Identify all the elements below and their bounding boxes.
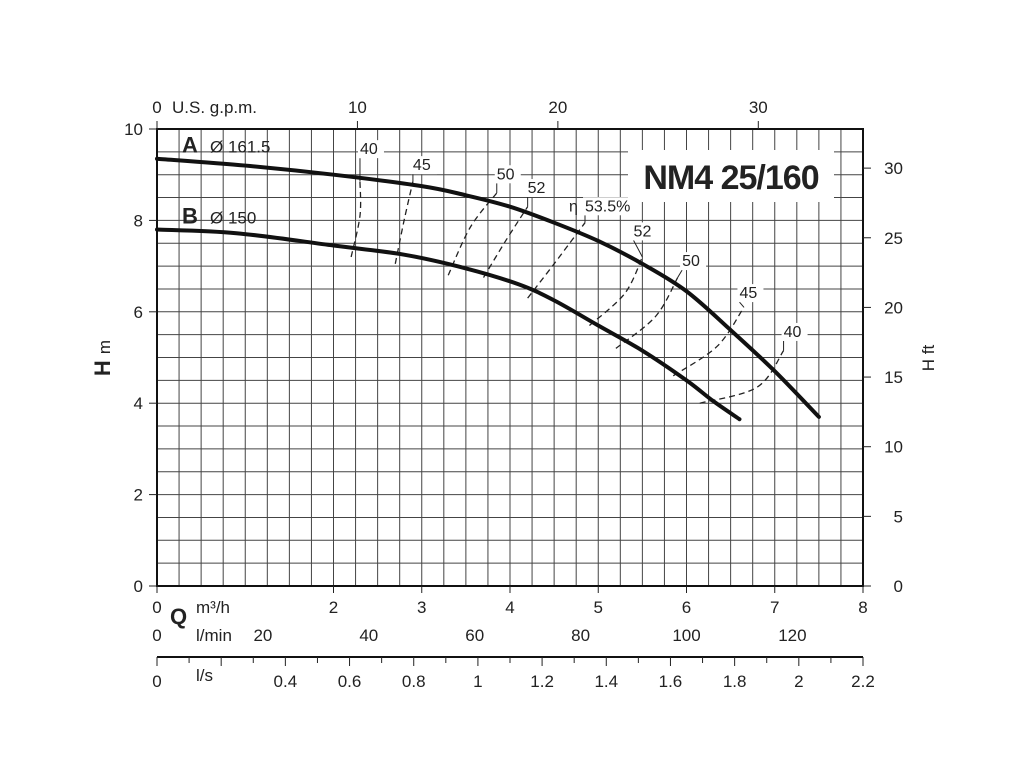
efficiency-curve (482, 206, 529, 278)
efficiency-curve (672, 306, 745, 377)
x-lmin-tick-label: 100 (672, 626, 700, 645)
x-top-tick-label: 20 (548, 98, 567, 117)
curve-letter-b: B (182, 204, 198, 229)
y-tick-label: 2 (134, 486, 143, 505)
y-tick-label: 8 (134, 211, 143, 230)
x-ls-tick-label: 1.6 (659, 672, 683, 691)
efficiency-label: 45 (739, 285, 757, 302)
x-ls-tick-label: 0.4 (274, 672, 298, 691)
curve-diameter-a: Ø 161.5 (210, 138, 271, 157)
head-curve-b (155, 227, 742, 422)
x-ls-tick-label: 1.8 (723, 672, 747, 691)
y-right-tick-label: 5 (894, 507, 903, 526)
grid (157, 129, 863, 586)
efficiency-curve (350, 181, 362, 258)
efficiency-label: 40 (360, 141, 378, 158)
x-ls-tick-label: 2.2 (851, 672, 875, 691)
y-axis-quantity: H (90, 354, 115, 376)
title-bg (628, 150, 834, 202)
efficiency-label-bg (781, 322, 808, 341)
x-tick-label: 7 (770, 598, 779, 617)
x-tick-label: 4 (505, 598, 514, 617)
efficiency-leader (677, 269, 683, 278)
y-right-tick-label: 25 (884, 229, 903, 248)
x-axis-unit: m³/h (196, 598, 230, 617)
x-axis-quantity: Q (170, 604, 187, 629)
y-right-tick-label: 0 (894, 577, 903, 596)
x-tick-label: 5 (594, 598, 603, 617)
efficiency-leader (633, 240, 643, 258)
y-axis-unit: m (95, 340, 114, 354)
y-tick-label: 4 (134, 394, 143, 413)
x-ls-tick-label: 2 (794, 672, 803, 691)
efficiency-label-bg (357, 140, 384, 159)
chart-title: NM4 25/160 (643, 159, 818, 197)
x-top-tick-label: 10 (348, 98, 367, 117)
y-right-tick-label: 30 (884, 159, 903, 178)
efficiency-label-bg (631, 222, 658, 241)
y-tick-label: 10 (124, 120, 143, 139)
efficiency-label: 52 (528, 180, 546, 197)
y-right-tick-label: 20 (884, 298, 903, 317)
x-ls-tick-label: 0.8 (402, 672, 426, 691)
efficiency-label: 52 (634, 223, 652, 240)
efficiency-symbol: η (569, 198, 578, 215)
x-ls-tick-label: 0 (152, 672, 161, 691)
efficiency-label: 50 (497, 166, 515, 183)
efficiency-label-bg (410, 156, 437, 175)
x-tick-label: 3 (417, 598, 426, 617)
x-top-tick-label: 30 (749, 98, 768, 117)
efficiency-label-bg (737, 284, 764, 303)
y-right-tick-label: 10 (884, 438, 903, 457)
x-tick-label: 0 (152, 598, 161, 617)
y-right-tick-label: 15 (884, 368, 903, 387)
efficiency-label-bg (494, 165, 521, 184)
head-curves (155, 156, 821, 422)
efficiency-curve (447, 192, 498, 276)
efficiency-label: 50 (682, 253, 700, 270)
efficiency-label-bg (525, 178, 552, 197)
x-tick-label: 2 (329, 598, 338, 617)
efficiency-label-bg (583, 197, 640, 216)
x-lmin-tick-label: 80 (571, 626, 590, 645)
x-ls-tick-label: 1.2 (530, 672, 554, 691)
x-lmin-tick-label: 20 (253, 626, 272, 645)
efficiency-label: 53.5% (585, 198, 630, 215)
x-lmin-tick-label: 120 (778, 626, 806, 645)
x-lmin-axis-label: l/min (196, 626, 232, 645)
y-tick-label: 0 (134, 577, 143, 596)
efficiency-label-bg (680, 252, 707, 271)
x-top-axis-label: U.S. g.p.m. (172, 98, 257, 117)
efficiency-label: 45 (413, 157, 431, 174)
y-axis-label: H m (90, 340, 115, 376)
x-lmin-tick-label: 40 (359, 626, 378, 645)
x-lmin-tick-label: 60 (465, 626, 484, 645)
efficiency-curve (615, 277, 679, 349)
x-ls-tick-label: 1 (473, 672, 482, 691)
x-ls-tick-label: 0.6 (338, 672, 362, 691)
curve-letter-a: A (182, 133, 198, 158)
x-tick-label: 6 (682, 598, 691, 617)
x-ls-tick-label: 1.4 (594, 672, 618, 691)
efficiency-curve (588, 256, 643, 326)
x-top-tick-label: 0 (152, 98, 161, 117)
efficiency-curve (699, 350, 785, 404)
curve-diameter-b: Ø 150 (210, 209, 256, 228)
x-lmin-tick-label: 0 (152, 626, 161, 645)
y-right-axis-label: H ft (919, 345, 938, 372)
efficiency-leader (739, 301, 745, 308)
head-curve-a (155, 156, 821, 419)
x-ls-axis-label: l/s (196, 666, 213, 685)
efficiency-label: 40 (784, 324, 802, 341)
efficiency-curve (394, 181, 414, 264)
x-tick-label: 8 (858, 598, 867, 617)
y-tick-label: 6 (134, 303, 143, 322)
